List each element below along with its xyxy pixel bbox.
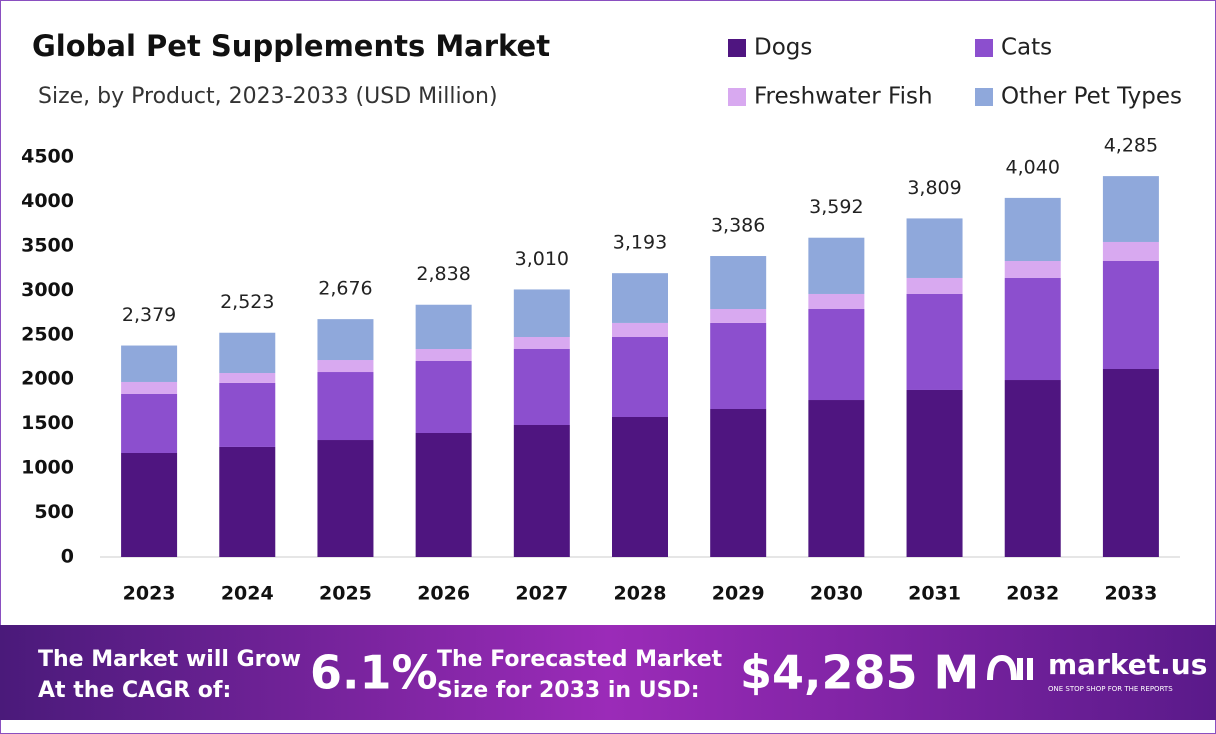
legend-swatch [975,88,993,106]
bar-segment [808,293,865,309]
total-label: 2,379 [122,304,176,326]
bar-segment [710,309,767,323]
bar-segment [1102,176,1159,242]
total-label: 4,285 [1104,135,1158,157]
cagr-value: 6.1% [310,646,438,700]
y-tick-label: 4500 [21,146,74,168]
bar-segment [1004,380,1061,557]
tagline: ONE STOP SHOP FOR THE REPORTS [1048,685,1173,693]
bar-segment [1004,197,1061,261]
bar-segment [808,237,865,294]
footer-text: The Market will Grow [38,647,301,672]
bar-segment [513,337,570,349]
bar-segment [317,360,374,373]
bar-segment [1004,261,1061,278]
forecast-value: $4,285 M [740,646,979,700]
legend-label: Dogs [754,35,812,61]
total-label: 2,676 [318,278,372,300]
bar-segment [906,277,963,294]
y-tick-label: 1000 [21,457,74,479]
y-tick-label: 3500 [21,234,74,256]
x-tick-label: 2029 [712,583,765,605]
legend-label: Freshwater Fish [754,84,933,110]
y-tick-label: 3000 [21,279,74,301]
y-tick-label: 4000 [21,190,74,212]
bar-segment [121,345,178,382]
bar-segment [513,349,570,425]
x-tick-label: 2027 [515,583,568,605]
total-label: 4,040 [1006,156,1060,178]
y-tick-label: 0 [61,546,74,568]
bar-segment [1102,369,1159,557]
bar-segment [219,332,276,373]
brand: market.us [1048,648,1207,681]
bar-segment [612,337,668,417]
bar-segment [612,322,668,337]
chart-title: Global Pet Supplements Market [32,29,550,63]
x-tick-label: 2024 [221,583,274,605]
x-tick-label: 2031 [908,583,961,605]
legend-swatch [975,39,993,57]
bar-segment [121,381,178,394]
bar-segment [906,389,963,557]
legend-label: Cats [1001,35,1052,61]
total-label: 3,592 [809,196,863,218]
bar-segment [219,373,276,383]
bar-segment [1102,241,1159,261]
x-tick-label: 2032 [1006,583,1059,605]
total-label: 3,386 [711,215,765,237]
total-label: 3,193 [613,232,667,254]
bar-segment [219,446,276,557]
bar-segment [317,372,374,441]
total-label: 2,838 [416,263,470,285]
x-tick-label: 2025 [319,583,372,605]
legend-swatch [728,88,746,106]
bar-segment [906,218,963,278]
bar-segment [415,433,472,557]
bar-segment [906,293,963,390]
chart-subtitle: Size, by Product, 2023-2033 (USD Million… [38,84,498,109]
bar-segment [415,361,472,433]
y-tick-label: 2500 [21,323,74,345]
total-label: 2,523 [220,291,274,313]
bar-segment [612,273,668,323]
bar-segment [710,322,767,409]
x-tick-label: 2033 [1104,583,1157,605]
total-label: 3,809 [907,177,961,199]
bar-segment [317,440,374,557]
bar-segment [1102,261,1159,369]
bar-segment [808,400,865,557]
x-tick-label: 2023 [123,583,176,605]
x-tick-label: 2030 [810,583,863,605]
legend-label: Other Pet Types [1001,84,1182,110]
bar-segment [710,256,767,309]
y-tick-label: 2000 [21,368,74,390]
y-tick-label: 500 [34,501,74,523]
footer-text: At the CAGR of: [38,678,231,703]
bar-segment [710,409,767,557]
bar-segment [415,349,472,361]
bar-segment [121,453,178,557]
legend-swatch [728,39,746,57]
bar-segment [612,417,668,557]
total-label: 3,010 [515,248,569,270]
footer-text: The Forecasted Market [437,647,723,672]
y-tick-label: 1500 [21,412,74,434]
bar-segment [513,289,570,337]
bar-segment [317,319,374,361]
brand-logo [987,654,1033,681]
bar-segment [415,304,472,349]
bar-segment [219,382,276,447]
footer-banner [0,625,1216,720]
bar-segment [1004,277,1061,381]
bar-segment [808,309,865,401]
x-tick-label: 2028 [614,583,667,605]
x-tick-label: 2026 [417,583,470,605]
bar-segment [513,425,570,557]
bar-segment [121,393,178,453]
footer-text: Size for 2033 in USD: [437,678,700,703]
